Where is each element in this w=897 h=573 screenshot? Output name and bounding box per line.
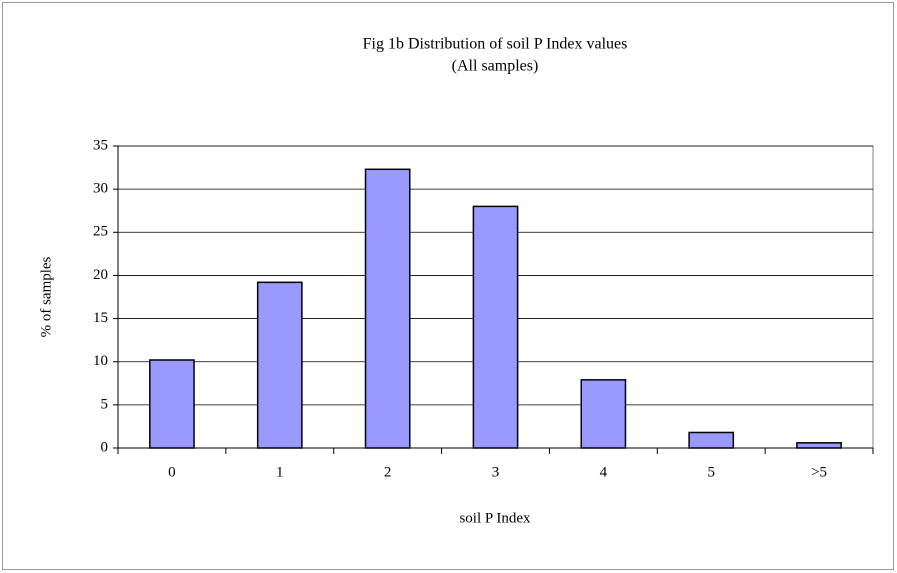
x-tick-label: 3 — [492, 464, 500, 480]
y-tick-label: 25 — [93, 224, 108, 240]
bar — [796, 442, 842, 449]
x-tick-label: 2 — [384, 464, 392, 480]
x-tick-label: 5 — [707, 464, 715, 480]
y-tick-label: 10 — [93, 353, 108, 369]
bar — [580, 379, 627, 449]
bar — [149, 359, 195, 449]
x-tick-label: 1 — [276, 464, 284, 480]
bar — [364, 168, 411, 449]
x-tick-label: 4 — [600, 464, 608, 480]
chart-subtitle: (All samples) — [452, 58, 539, 75]
bar — [472, 205, 519, 449]
x-tick-label: 0 — [168, 464, 176, 480]
y-tick-label: 0 — [101, 439, 109, 455]
chart-title: Fig 1b Distribution of soil P Index valu… — [363, 36, 628, 53]
x-tick-label: >5 — [811, 464, 827, 480]
y-tick-label: 30 — [93, 181, 108, 197]
y-tick-label: 35 — [93, 137, 108, 153]
y-tick-label: 20 — [93, 267, 108, 283]
y-tick-label: 15 — [93, 310, 108, 326]
y-axis-label: % of samples — [38, 256, 54, 337]
bar — [688, 431, 735, 449]
y-tick-label: 5 — [101, 396, 109, 412]
x-axis-label: soil P Index — [459, 510, 531, 526]
bar — [256, 281, 303, 449]
